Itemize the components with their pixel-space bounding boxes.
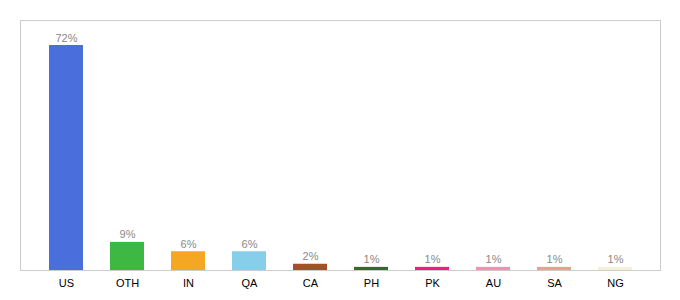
svg-text:72%: 72% [55, 32, 77, 44]
svg-text:2%: 2% [303, 250, 319, 262]
svg-text:QA: QA [242, 277, 259, 289]
svg-text:PK: PK [425, 277, 440, 289]
svg-text:9%: 9% [120, 228, 136, 240]
svg-text:IN: IN [183, 277, 194, 289]
svg-text:CA: CA [303, 277, 319, 289]
svg-text:6%: 6% [242, 238, 258, 250]
svg-text:US: US [59, 277, 74, 289]
svg-text:6%: 6% [181, 238, 197, 250]
svg-text:1%: 1% [608, 253, 624, 265]
svg-text:NG: NG [607, 277, 624, 289]
svg-text:OTH: OTH [116, 277, 139, 289]
svg-text:SA: SA [547, 277, 562, 289]
svg-text:1%: 1% [547, 253, 563, 265]
svg-text:1%: 1% [425, 253, 441, 265]
svg-text:AU: AU [486, 277, 501, 289]
svg-text:1%: 1% [486, 253, 502, 265]
svg-text:1%: 1% [364, 253, 380, 265]
svg-text:PH: PH [364, 277, 379, 289]
